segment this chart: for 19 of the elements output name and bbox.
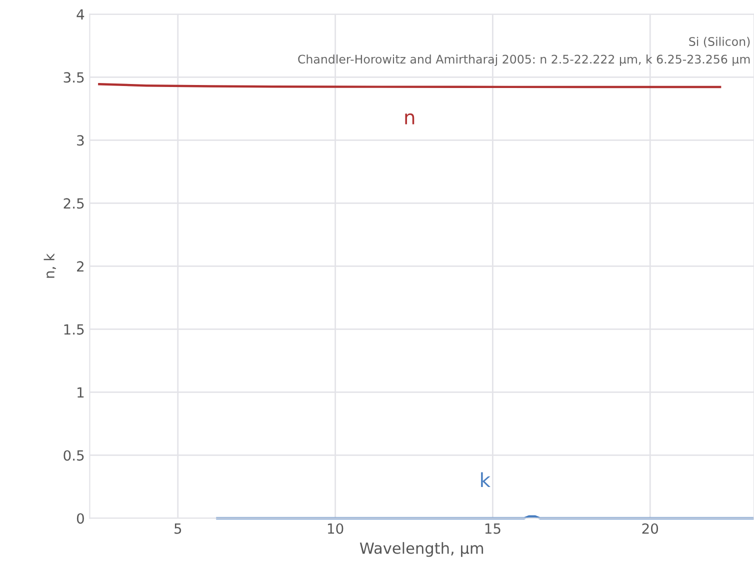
y-axis-title: n, k — [44, 253, 56, 278]
y-tick-label: 2.5 — [64, 198, 84, 209]
y-tick-label: 2 — [77, 261, 84, 272]
y-tick-label: 4 — [76, 9, 84, 20]
series-label: n — [405, 113, 414, 124]
x-axis-title: Wavelength, µm — [360, 542, 484, 557]
x-tick-label: 15 — [485, 524, 500, 534]
annotation: Si (Silicon) — [689, 36, 750, 48]
y-tick-label: 3.5 — [64, 72, 84, 83]
y-tick-label: 0.5 — [64, 450, 84, 461]
x-tick-label: 5 — [174, 524, 182, 534]
x-tick-label: 20 — [642, 523, 658, 534]
annotation: Chandler-Horowitz and Amirtharaj 2005: n 2.5-22.222 µm, k 6.25-23.256 µm — [298, 54, 750, 66]
y-tick-label: 1.5 — [64, 324, 84, 335]
series-label: k — [481, 472, 490, 487]
y-tick-label: 3 — [77, 135, 84, 146]
x-tick-label: 10 — [328, 523, 344, 534]
y-tick-label: 0 — [76, 513, 84, 524]
y-tick-label: 1 — [78, 387, 84, 398]
